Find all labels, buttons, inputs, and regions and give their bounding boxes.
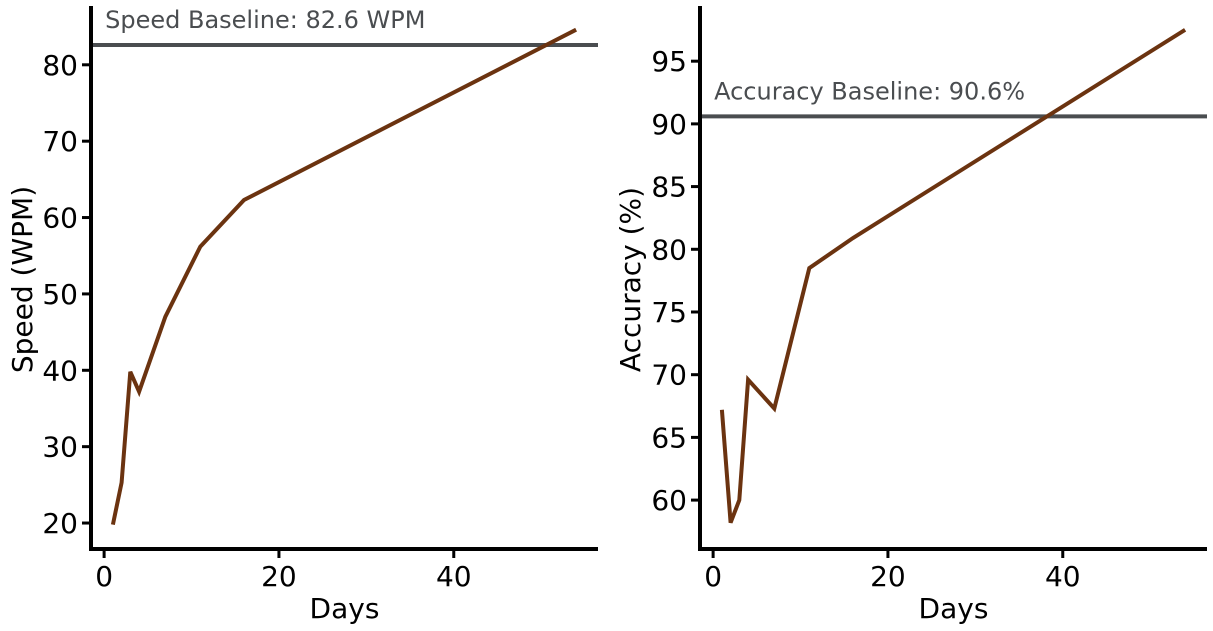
y-tick-label: 80: [42, 49, 78, 82]
y-tick-label: 95: [651, 45, 687, 78]
y-tick-label: 40: [42, 354, 78, 387]
x-tick-label: 40: [436, 560, 472, 593]
y-axis-title: Speed (WPM): [6, 186, 39, 373]
y-tick-label: 85: [651, 171, 687, 204]
series-line-1: [719, 28, 1187, 524]
y-tick-label: 70: [651, 359, 687, 392]
y-axis-title: Accuracy (%): [614, 187, 647, 372]
x-tick-label: 20: [261, 560, 297, 593]
x-tick-label: 0: [95, 560, 113, 593]
x-axis-title: Days: [310, 592, 380, 625]
y-tick-label: 65: [651, 421, 687, 454]
baseline-label: Speed Baseline: 82.6 WPM: [105, 6, 425, 34]
y-tick-label: 75: [651, 296, 687, 329]
x-tick-label: 20: [870, 560, 906, 593]
chart-panel-2: Accuracy Baseline: 90.6% 60 65 70 75 80 85 90 95…: [614, 6, 1207, 625]
x-tick-label: 40: [1045, 560, 1081, 593]
y-tick-label: 50: [42, 278, 78, 311]
y-tick-label: 20: [42, 507, 78, 540]
y-tick-label: 70: [42, 125, 78, 158]
y-tick-label: 90: [651, 108, 687, 141]
y-tick-label: 80: [651, 233, 687, 266]
y-tick-label: 30: [42, 431, 78, 464]
y-tick-label: 60: [651, 484, 687, 517]
x-tick-label: 0: [704, 560, 722, 593]
baseline-label: Accuracy Baseline: 90.6%: [714, 77, 1025, 105]
series-line-1: [110, 27, 578, 526]
y-tick-label: 60: [42, 202, 78, 235]
x-axis-title: Days: [919, 592, 989, 625]
